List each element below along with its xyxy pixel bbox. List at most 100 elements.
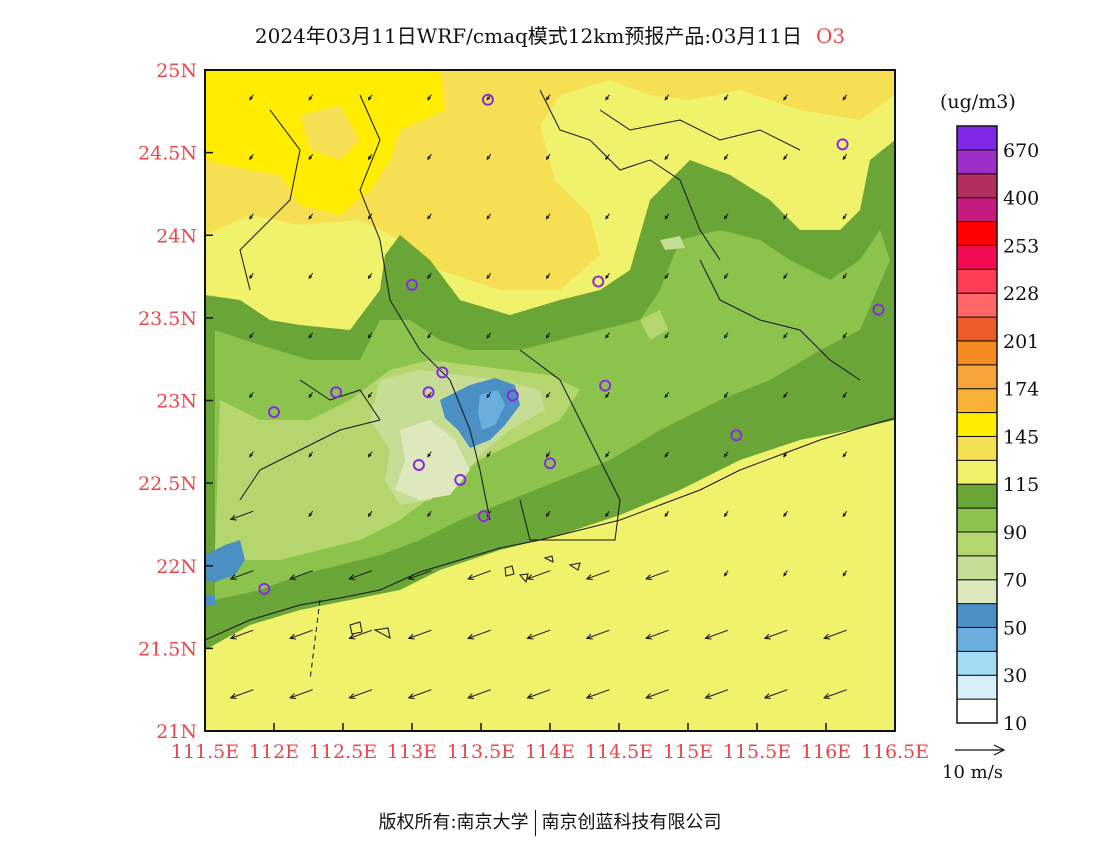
wind-arrowhead [605, 275, 609, 280]
wind-arrowhead [723, 96, 728, 101]
wind-arrowhead [526, 574, 534, 581]
colorbar-swatch [956, 364, 998, 390]
boundaries [239, 89, 861, 541]
wind-arrowhead [229, 633, 237, 640]
wind-arrowhead [367, 96, 372, 101]
x-tick-label: 111.5E [171, 741, 239, 763]
wind-arrowhead [367, 453, 372, 458]
station-marker [258, 582, 271, 595]
wind-arrowhead [486, 96, 491, 101]
colorbar-swatch [956, 603, 998, 628]
wind-arrowhead [545, 513, 550, 518]
wind-arrow [289, 689, 313, 699]
wind-arrowhead [308, 513, 313, 518]
wind-arrowhead [605, 394, 609, 399]
wind-arrowhead [249, 394, 253, 399]
wind-arrowhead [486, 215, 491, 220]
y-tick-label: 21N [156, 721, 197, 743]
monitoring-stations [258, 93, 885, 595]
colorbar-swatch [956, 435, 998, 461]
station-marker [330, 386, 343, 399]
wind-arrowhead [585, 574, 593, 581]
wind-arrowhead [723, 215, 728, 220]
wind-arrow [349, 570, 373, 580]
wind-arrowhead [249, 156, 253, 161]
wind-arrowhead [585, 633, 593, 640]
wind-arrowhead [526, 633, 534, 640]
wind-arrowhead [486, 275, 491, 280]
wind-arrowhead [842, 513, 847, 518]
station-marker [836, 138, 849, 151]
wind-arrowhead [427, 334, 431, 339]
footer-company: 南京创蓝科技有限公司 [541, 812, 722, 833]
wind-arrowhead [308, 334, 313, 339]
title-main: 2024年03月11日WRF/cmaq模式12km预报产品:03月11日 [254, 24, 802, 48]
wind-reference-arrowhead [993, 744, 1006, 756]
wind-arrowhead [545, 394, 550, 399]
station-marker [872, 303, 885, 316]
wind-arrowhead [664, 453, 669, 458]
wind-arrowhead [526, 693, 534, 699]
x-tick-label: 113.5E [447, 741, 515, 763]
wind-arrowhead [605, 453, 609, 458]
colorbar-label: 400 [1003, 188, 1039, 210]
wind-reference-label: 10 m/s [942, 762, 1003, 783]
wind-arrowhead [407, 633, 415, 640]
wind-arrowhead [664, 156, 669, 161]
wind-arrowhead [308, 275, 313, 280]
wind-arrowhead [783, 275, 787, 280]
station-marker [599, 379, 612, 392]
wind-arrowhead [842, 453, 847, 458]
station-marker [506, 389, 519, 402]
y-axis: 25N 24.5N 24N 23.5N 23N 22.5N 22N 21.5N 21N [138, 60, 213, 743]
wind-arrowhead [783, 334, 787, 339]
wind-arrowhead [545, 453, 550, 458]
colorbar-swatch [956, 626, 998, 652]
colorbar-label: 50 [1003, 617, 1027, 639]
wind-arrowhead [842, 96, 847, 101]
colorbar-swatch [956, 316, 998, 342]
colorbar-swatch [956, 698, 998, 724]
field-west-low2 [205, 595, 215, 606]
y-tick-label: 25N [156, 60, 197, 82]
wind-arrowhead [229, 514, 237, 521]
wind-vectors [229, 94, 848, 699]
wind-arrowhead [486, 453, 491, 458]
wind-arrowhead [545, 96, 550, 101]
wind-arrowhead [783, 572, 787, 577]
wind-arrow [823, 629, 847, 639]
wind-arrowhead [842, 394, 847, 399]
wind-arrow [467, 570, 491, 580]
wind-arrowhead [289, 633, 297, 640]
station-marker [436, 366, 449, 379]
wind-arrowhead [367, 334, 372, 339]
wind-arrowhead [467, 633, 475, 640]
wind-arrow [289, 629, 313, 639]
colorbar-label: 201 [1003, 331, 1039, 353]
wind-arrowhead [289, 574, 297, 581]
colorbar-frame [956, 125, 998, 724]
colorbar-swatch [956, 579, 998, 605]
colorbar-swatch [956, 340, 998, 366]
station-marker [592, 275, 605, 288]
wind-arrowhead [842, 275, 847, 280]
wind-arrowhead [664, 215, 669, 220]
wind-arrow [467, 689, 491, 699]
wind-arrowhead [407, 693, 415, 699]
colorbar-swatch [956, 292, 998, 318]
wind-arrowhead [486, 334, 491, 339]
wind-arrowhead [348, 574, 356, 581]
station-marker [477, 510, 490, 523]
colorbar: 670 400 253 228 201 174 145 115 90 70 50 30 10 [956, 125, 1039, 735]
wind-arrowhead [427, 96, 431, 101]
wind-arrowhead [783, 394, 787, 399]
wind-arrowhead [249, 275, 253, 280]
colorbar-swatch [956, 531, 998, 557]
wind-arrowhead [367, 215, 372, 220]
wind-arrowhead [704, 633, 712, 640]
wind-arrowhead [308, 453, 313, 458]
colorbar-swatch [956, 197, 998, 223]
y-tick-label: 23N [156, 391, 197, 413]
wind-arrowhead [783, 96, 787, 101]
wind-arrowhead [723, 394, 728, 399]
